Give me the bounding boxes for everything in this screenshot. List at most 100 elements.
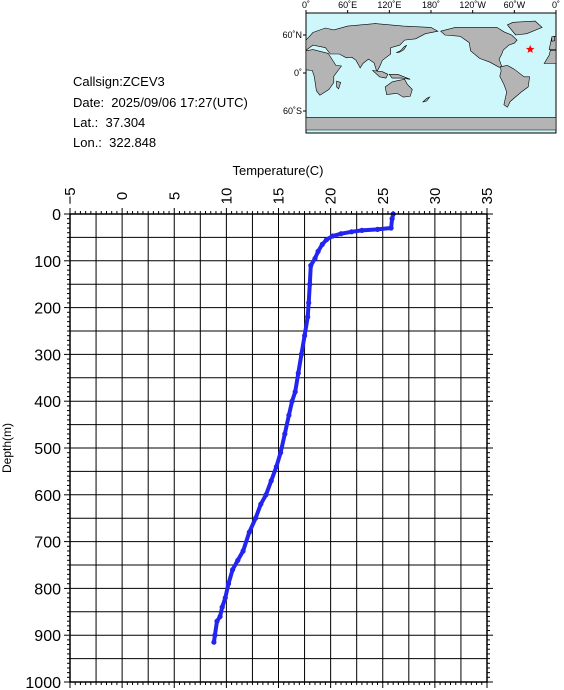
data-point xyxy=(389,216,395,222)
data-point xyxy=(222,595,228,601)
data-point xyxy=(282,431,288,437)
data-point xyxy=(374,226,381,232)
data-point xyxy=(319,241,325,247)
plot-grid xyxy=(69,213,488,683)
map-lon-label: 60˚W xyxy=(504,0,526,10)
data-point xyxy=(323,237,330,243)
x-tick-labels: −5 0 5 10 15 20 25 30 35 xyxy=(62,187,496,204)
y-tick-label: 500 xyxy=(34,441,61,458)
map-lon-label: 60˚E xyxy=(338,0,357,10)
y-tick-label: 900 xyxy=(34,628,61,645)
land-mass xyxy=(551,35,555,42)
y-axis-label: Depth(m) xyxy=(0,423,14,473)
y-tick-labels: 0 100 200 300 400 500 600 700 800 900 1000 xyxy=(25,207,61,690)
data-point xyxy=(307,281,313,287)
land-mass xyxy=(396,44,407,53)
x-tick-label: 0 xyxy=(114,192,131,200)
data-point xyxy=(289,398,295,404)
land-mass xyxy=(422,96,431,103)
map-lon-label: 120˚W xyxy=(459,0,486,10)
land-mass xyxy=(305,49,342,96)
data-point xyxy=(306,300,312,306)
map-lat-labels: 60˚N 0˚ 60˚S xyxy=(282,30,302,116)
data-point xyxy=(212,632,218,638)
x-tick-label: 30 xyxy=(427,188,444,205)
data-point xyxy=(217,613,223,620)
land-mass xyxy=(305,23,439,73)
date-label: Date: 2025/09/06 17:27(UTC) xyxy=(73,95,248,110)
map-lat-label: 60˚S xyxy=(283,106,302,116)
y-tick-label: 600 xyxy=(34,488,61,505)
data-point xyxy=(292,389,298,395)
data-point xyxy=(330,233,336,239)
data-point xyxy=(235,557,241,563)
data-point xyxy=(268,478,274,484)
data-point xyxy=(258,501,264,507)
data-point xyxy=(348,229,355,235)
data-point xyxy=(338,231,344,237)
y-tick-label: 1000 xyxy=(25,675,61,690)
data-point xyxy=(305,314,311,320)
data-point xyxy=(263,492,269,498)
data-point xyxy=(298,351,304,357)
data-point xyxy=(295,370,301,376)
map-lon-labels: 0˚ 60˚E 120˚E 180˚ 120˚W 60˚W 0˚ xyxy=(302,0,560,10)
map-grid xyxy=(303,10,557,112)
data-point xyxy=(388,225,394,231)
map-lon-label: 0˚ xyxy=(552,0,560,10)
series-line xyxy=(211,212,396,645)
land-mass xyxy=(543,49,557,64)
data-point xyxy=(253,515,259,521)
map-lat-label: 60˚N xyxy=(282,30,302,40)
land-mass xyxy=(305,117,557,131)
data-point xyxy=(302,333,308,339)
map-land xyxy=(305,20,557,131)
y-tick-label: 200 xyxy=(34,301,61,318)
y-tick-label: 700 xyxy=(34,535,61,552)
world-map: 0˚ 60˚E 120˚E 180˚ 120˚W 60˚W 0˚ 60˚N 0˚ 60˚S xyxy=(282,0,560,134)
callsign-label: Callsign:ZCEV3 xyxy=(73,74,165,89)
land-mass xyxy=(440,27,518,68)
land-mass xyxy=(506,20,543,36)
x-tick-label: −5 xyxy=(62,187,79,204)
x-axis-label: Temperature(C) xyxy=(232,163,323,178)
y-tick-label: 400 xyxy=(34,394,61,411)
profile-plot: −5 0 5 10 15 20 25 30 35 01002003004005006007008… xyxy=(0,163,496,690)
data-point xyxy=(286,412,292,418)
y-tick-label: 100 xyxy=(34,254,61,271)
x-tick-label: 25 xyxy=(375,188,392,205)
data-point xyxy=(225,581,232,587)
y-tick-label: 800 xyxy=(34,581,61,598)
data-point xyxy=(240,548,246,554)
data-point xyxy=(308,262,314,269)
data-point xyxy=(214,618,220,624)
x-tick-label: 20 xyxy=(323,188,340,205)
map-lon-label: 120˚E xyxy=(377,0,401,10)
temperature-profile xyxy=(211,211,396,645)
data-point xyxy=(273,464,279,470)
map-lat-label: 0˚ xyxy=(294,68,302,78)
land-mass xyxy=(371,70,389,79)
location-marker-icon xyxy=(525,44,535,54)
data-point xyxy=(278,450,284,456)
data-point xyxy=(219,604,225,610)
data-point xyxy=(359,227,365,233)
map-lon-label: 0˚ xyxy=(302,0,310,10)
lat-label: Lat.: 37.304 xyxy=(73,115,146,130)
y-tick-label: 300 xyxy=(34,347,61,364)
x-tick-label: 5 xyxy=(166,192,183,200)
land-mass xyxy=(499,65,530,108)
land-mass xyxy=(388,74,411,80)
x-tick-label: 15 xyxy=(271,188,288,205)
land-mass xyxy=(336,80,342,90)
x-tick-label: 10 xyxy=(218,188,235,205)
x-tick-label: 35 xyxy=(479,188,496,205)
map-lon-label: 180˚ xyxy=(422,0,440,10)
data-point xyxy=(246,529,252,535)
lon-label: Lon.: 322.848 xyxy=(73,135,157,150)
data-point xyxy=(312,255,318,262)
y-tick-label: 0 xyxy=(52,207,61,224)
data-point xyxy=(211,639,217,645)
plot-border xyxy=(69,213,488,683)
